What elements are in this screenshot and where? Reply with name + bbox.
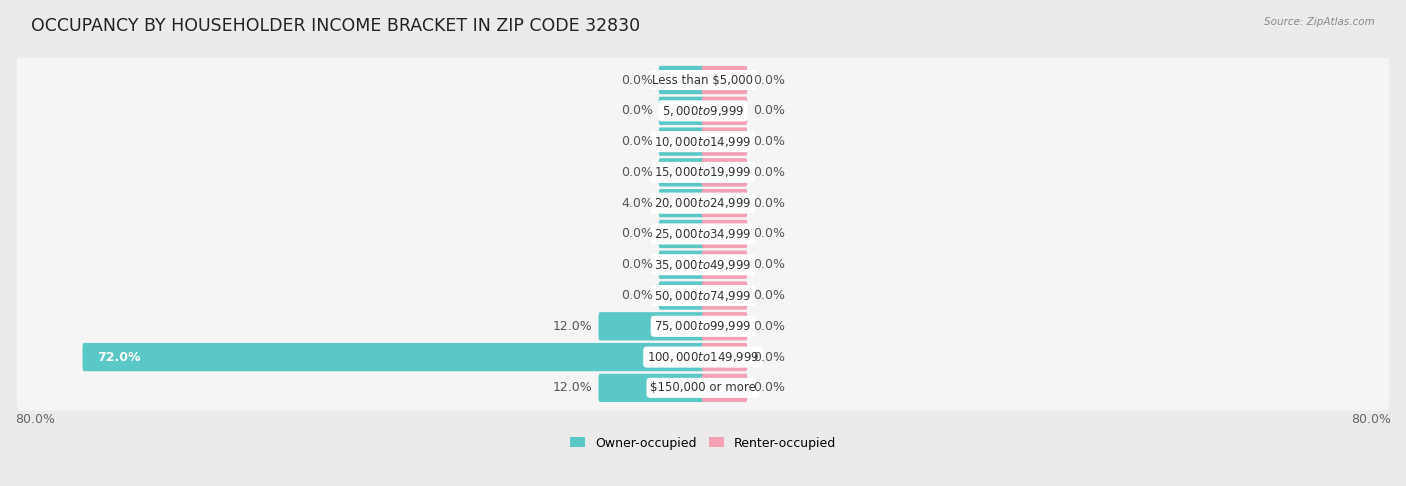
Text: 0.0%: 0.0% xyxy=(621,166,654,179)
Text: $15,000 to $19,999: $15,000 to $19,999 xyxy=(654,165,752,179)
FancyBboxPatch shape xyxy=(658,281,704,310)
FancyBboxPatch shape xyxy=(702,66,748,94)
Text: 0.0%: 0.0% xyxy=(752,73,785,87)
FancyBboxPatch shape xyxy=(658,158,704,187)
FancyBboxPatch shape xyxy=(658,127,704,156)
Text: 0.0%: 0.0% xyxy=(621,104,654,117)
Text: 12.0%: 12.0% xyxy=(553,320,593,333)
FancyBboxPatch shape xyxy=(17,304,1389,349)
Text: 0.0%: 0.0% xyxy=(621,289,654,302)
Text: 0.0%: 0.0% xyxy=(752,197,785,209)
FancyBboxPatch shape xyxy=(17,365,1389,410)
FancyBboxPatch shape xyxy=(702,251,748,279)
Text: 0.0%: 0.0% xyxy=(752,104,785,117)
Text: 0.0%: 0.0% xyxy=(621,135,654,148)
FancyBboxPatch shape xyxy=(17,119,1389,164)
FancyBboxPatch shape xyxy=(658,251,704,279)
Text: 80.0%: 80.0% xyxy=(15,413,55,426)
Text: $75,000 to $99,999: $75,000 to $99,999 xyxy=(654,319,752,333)
FancyBboxPatch shape xyxy=(702,189,748,217)
FancyBboxPatch shape xyxy=(17,242,1389,287)
Text: $5,000 to $9,999: $5,000 to $9,999 xyxy=(662,104,744,118)
FancyBboxPatch shape xyxy=(17,57,1389,103)
FancyBboxPatch shape xyxy=(17,211,1389,257)
Text: 80.0%: 80.0% xyxy=(1351,413,1391,426)
FancyBboxPatch shape xyxy=(599,374,704,402)
Text: 0.0%: 0.0% xyxy=(752,350,785,364)
FancyBboxPatch shape xyxy=(17,334,1389,380)
Text: 0.0%: 0.0% xyxy=(752,320,785,333)
Text: 0.0%: 0.0% xyxy=(752,166,785,179)
Text: 0.0%: 0.0% xyxy=(752,382,785,394)
FancyBboxPatch shape xyxy=(17,273,1389,318)
Text: 0.0%: 0.0% xyxy=(752,258,785,271)
Text: 0.0%: 0.0% xyxy=(621,73,654,87)
FancyBboxPatch shape xyxy=(702,127,748,156)
FancyBboxPatch shape xyxy=(702,281,748,310)
Text: $10,000 to $14,999: $10,000 to $14,999 xyxy=(654,135,752,149)
FancyBboxPatch shape xyxy=(17,150,1389,195)
FancyBboxPatch shape xyxy=(83,343,704,371)
FancyBboxPatch shape xyxy=(702,158,748,187)
Text: 0.0%: 0.0% xyxy=(621,227,654,241)
FancyBboxPatch shape xyxy=(702,97,748,125)
FancyBboxPatch shape xyxy=(702,220,748,248)
FancyBboxPatch shape xyxy=(17,181,1389,226)
FancyBboxPatch shape xyxy=(599,312,704,341)
FancyBboxPatch shape xyxy=(17,88,1389,133)
FancyBboxPatch shape xyxy=(658,220,704,248)
FancyBboxPatch shape xyxy=(658,66,704,94)
Text: $20,000 to $24,999: $20,000 to $24,999 xyxy=(654,196,752,210)
Text: $100,000 to $149,999: $100,000 to $149,999 xyxy=(647,350,759,364)
Text: 0.0%: 0.0% xyxy=(752,289,785,302)
FancyBboxPatch shape xyxy=(658,97,704,125)
FancyBboxPatch shape xyxy=(702,374,748,402)
FancyBboxPatch shape xyxy=(658,189,704,217)
FancyBboxPatch shape xyxy=(702,343,748,371)
Text: 4.0%: 4.0% xyxy=(621,197,654,209)
Text: $50,000 to $74,999: $50,000 to $74,999 xyxy=(654,289,752,302)
FancyBboxPatch shape xyxy=(702,312,748,341)
Text: Less than $5,000: Less than $5,000 xyxy=(652,73,754,87)
Text: $25,000 to $34,999: $25,000 to $34,999 xyxy=(654,227,752,241)
Text: $35,000 to $49,999: $35,000 to $49,999 xyxy=(654,258,752,272)
Text: OCCUPANCY BY HOUSEHOLDER INCOME BRACKET IN ZIP CODE 32830: OCCUPANCY BY HOUSEHOLDER INCOME BRACKET … xyxy=(31,17,640,35)
Text: 12.0%: 12.0% xyxy=(553,382,593,394)
Text: 72.0%: 72.0% xyxy=(97,350,141,364)
Text: 0.0%: 0.0% xyxy=(621,258,654,271)
Text: $150,000 or more: $150,000 or more xyxy=(650,382,756,394)
Legend: Owner-occupied, Renter-occupied: Owner-occupied, Renter-occupied xyxy=(565,432,841,454)
Text: 0.0%: 0.0% xyxy=(752,135,785,148)
Text: Source: ZipAtlas.com: Source: ZipAtlas.com xyxy=(1264,17,1375,27)
Text: 0.0%: 0.0% xyxy=(752,227,785,241)
